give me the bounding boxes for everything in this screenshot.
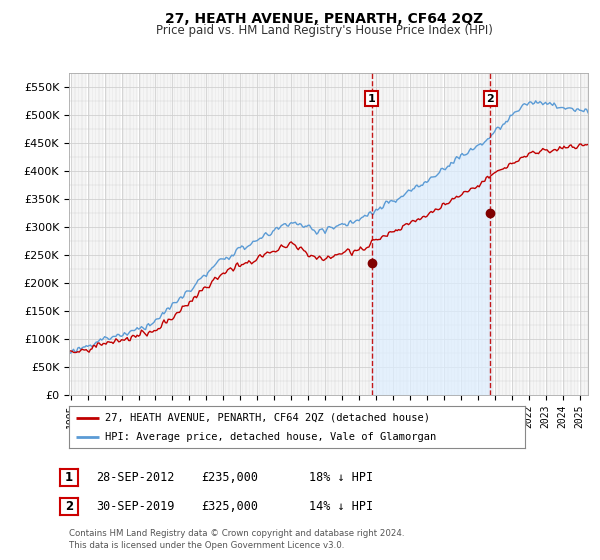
Text: HPI: Average price, detached house, Vale of Glamorgan: HPI: Average price, detached house, Vale…	[106, 432, 437, 442]
Text: 27, HEATH AVENUE, PENARTH, CF64 2QZ (detached house): 27, HEATH AVENUE, PENARTH, CF64 2QZ (det…	[106, 413, 430, 423]
Text: 2: 2	[65, 500, 73, 514]
Text: This data is licensed under the Open Government Licence v3.0.: This data is licensed under the Open Gov…	[69, 541, 344, 550]
Text: 1: 1	[368, 94, 376, 104]
Text: £235,000: £235,000	[201, 470, 258, 484]
Text: 1: 1	[65, 470, 73, 484]
Text: Contains HM Land Registry data © Crown copyright and database right 2024.: Contains HM Land Registry data © Crown c…	[69, 529, 404, 538]
Text: 30-SEP-2019: 30-SEP-2019	[96, 500, 175, 514]
Text: 18% ↓ HPI: 18% ↓ HPI	[309, 470, 373, 484]
Text: 28-SEP-2012: 28-SEP-2012	[96, 470, 175, 484]
Text: £325,000: £325,000	[201, 500, 258, 514]
Text: 14% ↓ HPI: 14% ↓ HPI	[309, 500, 373, 514]
Text: 2: 2	[487, 94, 494, 104]
Text: Price paid vs. HM Land Registry's House Price Index (HPI): Price paid vs. HM Land Registry's House …	[155, 24, 493, 37]
Text: 27, HEATH AVENUE, PENARTH, CF64 2QZ: 27, HEATH AVENUE, PENARTH, CF64 2QZ	[165, 12, 483, 26]
